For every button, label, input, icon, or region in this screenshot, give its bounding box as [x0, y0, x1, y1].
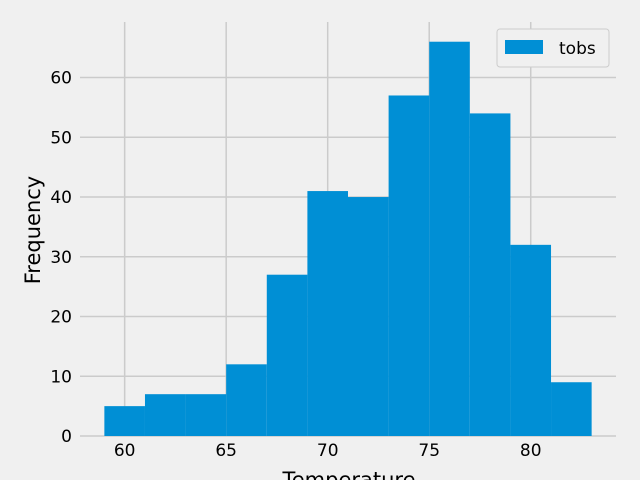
legend-swatch: [505, 40, 543, 54]
x-tick-label: 75: [418, 441, 440, 461]
x-tick-label: 80: [520, 441, 542, 461]
x-tick-label: 70: [317, 441, 339, 461]
y-tick-label: 20: [50, 308, 72, 328]
legend: tobs: [496, 28, 610, 68]
histogram-bar: [104, 406, 145, 436]
y-tick-label: 60: [50, 69, 72, 89]
histogram-bar: [185, 394, 227, 436]
histogram-bar: [388, 95, 430, 436]
y-tick-label: 40: [50, 188, 72, 208]
histogram-bar: [510, 244, 552, 436]
x-tick-label: 65: [215, 441, 237, 461]
histogram-bar: [226, 364, 267, 436]
y-tick-label: 50: [50, 128, 72, 148]
x-tick-label: 60: [114, 441, 136, 461]
y-tick-label: 30: [50, 248, 72, 268]
y-tick-labels: 0 10 20 30 40 50 60: [50, 69, 72, 447]
x-tick-labels: 60 65 70 75 80: [114, 441, 542, 461]
histogram-bar: [429, 41, 470, 436]
y-axis-label: Frequency: [21, 176, 45, 285]
histogram-bar: [266, 274, 308, 436]
y-tick-label: 10: [50, 367, 72, 387]
histogram-bar: [307, 191, 348, 436]
histogram-bar: [144, 394, 186, 436]
histogram-bar: [348, 197, 389, 436]
legend-box: [496, 28, 610, 68]
y-tick-label: 0: [61, 427, 72, 447]
legend-label: tobs: [559, 39, 596, 59]
histogram-bars: [104, 41, 592, 437]
x-axis-label: Temperature: [281, 468, 415, 480]
histogram-bar: [469, 113, 511, 437]
histogram-bar: [551, 382, 592, 436]
